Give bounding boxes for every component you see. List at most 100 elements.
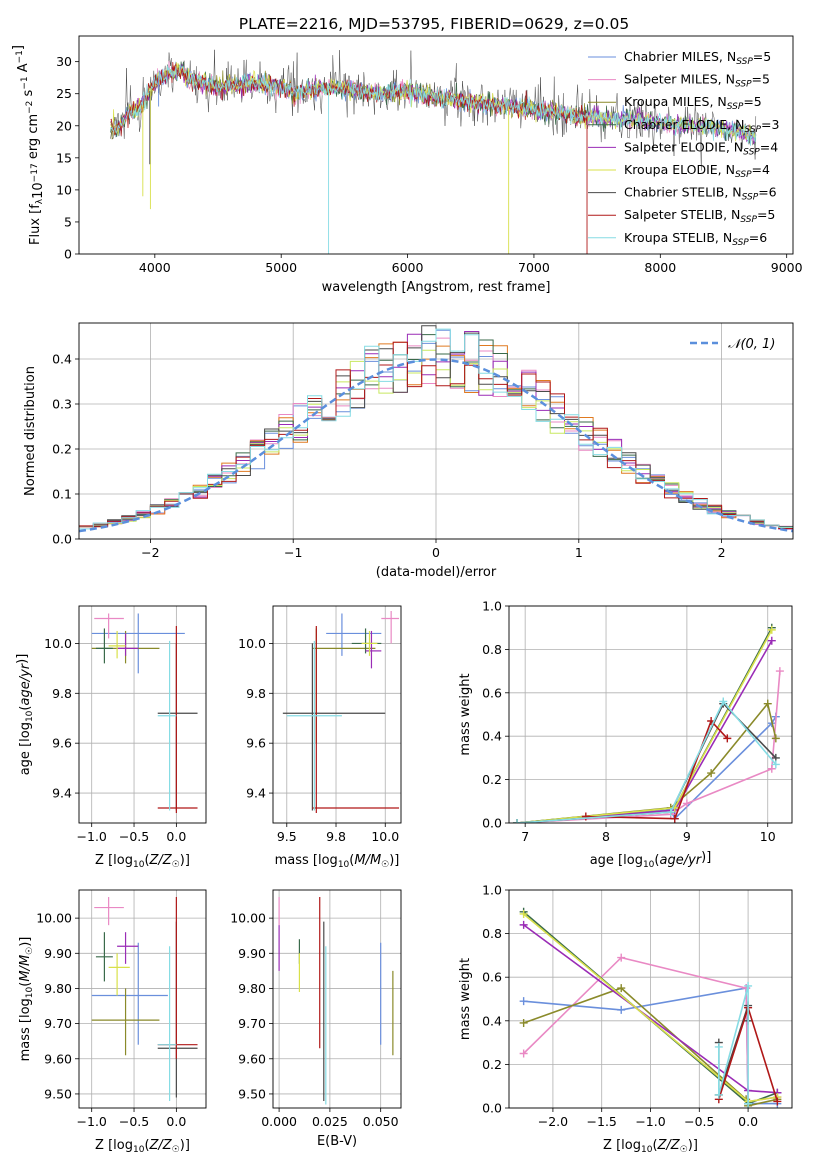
data-point <box>351 628 382 654</box>
data-point <box>312 625 400 814</box>
weight-marker <box>744 1099 753 1108</box>
plot-area <box>79 325 793 533</box>
weight-marker <box>707 769 716 778</box>
axes-mass-vs-Z: −1.0 −0.5 0.0 9.50 9.60 9.70 9.80 9.90 10.00 Z [l… <box>18 889 207 1155</box>
y-axis-label: Flux [fλ10−17 erg cm−2 s−1 A−1] <box>11 45 46 245</box>
x-tick-label: −1.5 <box>587 1114 617 1129</box>
x-tick-label: 0.0 <box>738 1114 758 1129</box>
y-tick-label: 0.6 <box>482 970 502 985</box>
x-tick-label: −0.5 <box>119 1114 149 1129</box>
y-tick-label: 0.0 <box>52 532 72 547</box>
x-tick-label: 9 <box>683 829 691 844</box>
x-tick-label: 2 <box>718 545 726 560</box>
x-tick-label: 0.0 <box>166 1114 186 1129</box>
y-tick-label: 9.8 <box>246 686 266 701</box>
y-tick-label: 10.0 <box>44 636 72 651</box>
legend-entry: 𝒩(0, 1) <box>690 337 775 352</box>
y-tick-label: 10 <box>56 182 72 197</box>
data-point <box>94 897 124 926</box>
weight-line <box>517 700 777 823</box>
weight-marker <box>581 812 590 821</box>
data-point <box>326 613 382 656</box>
axes-age-vs-mass: 9.5 9.8 10.0 9.4 9.6 9.8 10.0 mass [log10(M/M☉)… <box>238 605 402 870</box>
axes-weight-vs-age: 7 8 9 10 0.0 0.2 0.4 0.6 0.8 1.0 age [log10(age/yr… <box>458 599 793 870</box>
y-tick-label: 0.4 <box>482 1013 502 1028</box>
y-tick-label: 1.0 <box>482 883 502 898</box>
x-tick-label: −2.0 <box>538 1114 568 1129</box>
x-axis-label: Z [log10(Z/Z☉)] <box>95 1138 190 1155</box>
weight-marker <box>714 1042 723 1051</box>
x-tick-label: −0.5 <box>119 829 149 844</box>
weight-marker <box>513 819 522 823</box>
y-axis-label: mass weight <box>458 673 473 755</box>
weight-line <box>517 702 777 823</box>
weight-marker <box>617 1005 626 1014</box>
y-tick-label: 9.6 <box>246 736 266 751</box>
data-point <box>117 932 139 964</box>
y-tick-label: 0.4 <box>482 729 502 744</box>
weight-marker <box>519 1018 528 1027</box>
y-tick-label: 0.0 <box>482 1101 502 1116</box>
weight-line <box>585 719 728 820</box>
weight-marker <box>714 1090 723 1099</box>
legend-entry: Chabrier ELODIE, NSSP=3 <box>588 117 779 135</box>
y-tick-label: 0.1 <box>52 487 72 502</box>
x-axis-label: Z [log10(Z/Z☉)] <box>603 1138 698 1155</box>
x-tick-label: 4000 <box>139 260 171 275</box>
weight-marker <box>670 814 679 823</box>
weight-marker <box>719 697 728 706</box>
data-point <box>361 630 378 656</box>
legend-label: Chabrier MILES, NSSP=5 <box>624 49 771 67</box>
x-axis-label: E(B-V) <box>317 1134 357 1149</box>
weight-line <box>517 627 773 823</box>
weight-line <box>517 701 777 823</box>
data-point <box>365 630 382 669</box>
weight-marker <box>617 953 626 962</box>
legend-label: 𝒩(0, 1) <box>728 337 775 352</box>
y-tick-label: 0.0 <box>482 816 502 831</box>
x-tick-label: 8000 <box>644 260 676 275</box>
y-tick-label: 1.0 <box>482 599 502 614</box>
data-point <box>91 942 168 1045</box>
x-axis-label: Z [log10(Z/Z☉)] <box>95 853 190 870</box>
histogram-step <box>79 325 793 527</box>
axes-spectrum: 4000 5000 6000 7000 8000 9000 0 5 10 15 20 25 30 wave… <box>11 35 803 295</box>
plot-area <box>278 897 394 1105</box>
axes-frame <box>78 322 794 540</box>
y-tick-label: 0.3 <box>52 397 72 412</box>
weight-marker <box>771 734 780 743</box>
axes-residuals: −2 −1 0 1 2 0.0 0.1 0.2 0.3 0.4 (data-model)/error… <box>23 322 794 580</box>
x-tick-label: 0.0 <box>166 829 186 844</box>
y-tick-label: 0.8 <box>482 642 502 657</box>
x-tick-label: −1.0 <box>77 1114 107 1129</box>
axes-frame <box>78 889 207 1109</box>
plot-area <box>91 613 198 814</box>
x-tick-label: 9000 <box>771 260 803 275</box>
y-axis-label: mass [log10(M/M☉)] <box>18 937 35 1062</box>
legend-entry: Salpeter STELIB, NSSP=5 <box>588 207 775 225</box>
weight-marker <box>519 920 528 929</box>
y-tick-label: 10.00 <box>230 911 266 926</box>
y-axis-label: mass weight <box>458 958 473 1040</box>
data-point <box>157 921 198 1098</box>
data-point <box>108 630 126 659</box>
x-tick-label: −2 <box>141 545 159 560</box>
weight-marker <box>767 625 776 634</box>
axes-frame <box>78 605 207 824</box>
y-tick-label: 9.80 <box>238 981 266 996</box>
x-tick-label: 7000 <box>518 260 550 275</box>
y-tick-label: 9.60 <box>238 1051 266 1066</box>
histogram-step <box>79 328 793 530</box>
weight-marker <box>723 734 732 743</box>
x-axis-label: mass [log10(M/M☉)] <box>275 853 400 870</box>
legend-entry: Chabrier MILES, NSSP=5 <box>588 49 771 67</box>
legend-entry: Kroupa MILES, NSSP=5 <box>588 94 762 112</box>
data-point <box>95 932 113 982</box>
weight-marker <box>519 997 528 1006</box>
data-point <box>117 633 139 656</box>
weight-marker <box>763 699 772 708</box>
legend-entry: Chabrier STELIB, NSSP=6 <box>588 185 777 203</box>
data-point <box>91 613 185 674</box>
data-point <box>381 610 400 644</box>
